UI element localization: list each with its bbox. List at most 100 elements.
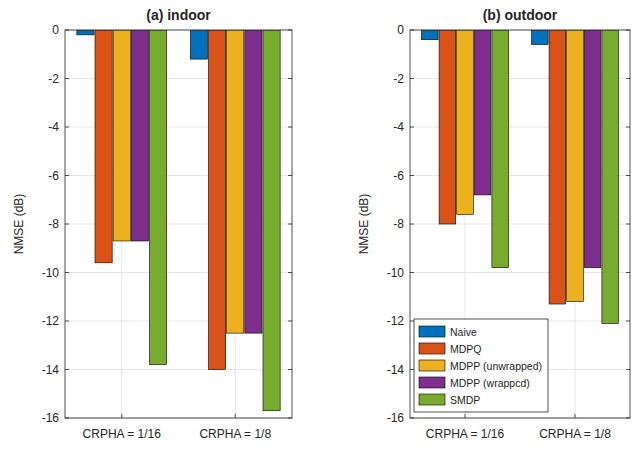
y-tick <box>65 78 69 79</box>
y-tick <box>288 175 292 176</box>
y-tick <box>288 321 292 322</box>
legend-swatch <box>419 394 445 405</box>
legend-label: MDPP (wrappcd) <box>450 377 530 389</box>
y-tick-label: -6 <box>48 169 59 183</box>
y-tick <box>288 418 292 419</box>
y-tick <box>410 321 414 322</box>
bar <box>492 30 509 268</box>
bar <box>227 30 244 333</box>
y-tick <box>65 175 69 176</box>
y-tick-label: -4 <box>48 120 59 134</box>
y-tick <box>288 224 292 225</box>
y-tick <box>626 224 630 225</box>
y-tick <box>288 369 292 370</box>
y-tick <box>288 78 292 79</box>
y-tick-label: -8 <box>393 217 404 231</box>
plot-area <box>410 30 630 418</box>
y-tick <box>626 78 630 79</box>
y-tick-label: -16 <box>387 411 405 425</box>
legend-swatch <box>419 326 445 337</box>
bar <box>457 30 474 214</box>
y-tick-label: -8 <box>48 217 59 231</box>
x-tick-label: CRPHA = 1/16 <box>426 427 505 441</box>
bar <box>439 30 456 224</box>
y-tick-label: -6 <box>393 169 404 183</box>
y-tick <box>288 30 292 31</box>
bars <box>422 30 619 323</box>
bar <box>549 30 566 304</box>
y-tick <box>410 127 414 128</box>
bar <box>209 30 226 370</box>
y-axis-label: NMSE (dB) <box>357 194 371 255</box>
y-tick <box>288 127 292 128</box>
y-tick <box>410 272 414 273</box>
y-tick-label: -10 <box>387 266 405 280</box>
y-tick-label: -12 <box>387 314 405 328</box>
panel: -16 -14 -12 -10 -8 -6 -4 -2 0 CRPHA = 1/16 CRPHA =… <box>357 7 630 441</box>
y-tick-label: -14 <box>387 363 405 377</box>
y-axis-label: NMSE (dB) <box>12 194 26 255</box>
y-tick-label: -10 <box>42 266 60 280</box>
plot-area <box>65 30 292 418</box>
y-tick <box>410 224 414 225</box>
title: (b) outdoor <box>483 7 558 23</box>
bar <box>474 30 491 195</box>
bar <box>149 30 166 365</box>
y-tick <box>65 30 69 31</box>
x-tick <box>121 414 122 418</box>
y-tick <box>288 272 292 273</box>
legend-label: MDPQ <box>450 343 482 355</box>
bar <box>263 30 280 411</box>
x-tick <box>235 414 236 418</box>
y-tick <box>410 175 414 176</box>
y-tick-label: -12 <box>42 314 60 328</box>
y-tick-label: -4 <box>393 120 404 134</box>
legend-swatch <box>419 360 445 371</box>
y-tick-label: -14 <box>42 363 60 377</box>
legend-label: SMDP <box>450 394 480 406</box>
grid-line <box>410 272 630 273</box>
bar <box>567 30 584 302</box>
legend-label: Naive <box>450 326 477 338</box>
y-tick <box>626 369 630 370</box>
bar <box>602 30 619 323</box>
y-tick <box>65 224 69 225</box>
y-tick <box>65 369 69 370</box>
y-tick <box>65 127 69 128</box>
legend-box <box>414 319 548 412</box>
y-tick <box>410 78 414 79</box>
y-tick-label: -2 <box>393 72 404 86</box>
y-tick-label: 0 <box>52 23 59 37</box>
legend-label: MDPP (unwrapped) <box>450 360 542 372</box>
x-tick-label: CRPHA = 1/16 <box>83 427 162 441</box>
y-tick <box>626 418 630 419</box>
bar <box>584 30 601 268</box>
y-tick <box>626 30 630 31</box>
y-tick-label: 0 <box>397 23 404 37</box>
bar <box>190 30 207 59</box>
x-tick <box>465 414 466 418</box>
x-tick-label: CRPHA = 1/8 <box>539 427 611 441</box>
bar <box>77 30 94 35</box>
panel: -16 -14 -12 -10 -8 -6 -4 -2 0 CRPHA = 1/16 CRPHA =… <box>12 7 292 441</box>
bar <box>422 30 439 40</box>
figure: -16 -14 -12 -10 -8 -6 -4 -2 0 CRPHA = 1/16 CRPHA =… <box>0 0 634 456</box>
y-tick <box>626 272 630 273</box>
legend: Naive MDPQ MDPP (unwrapped) MDPP (wrappcd) S… <box>414 319 548 412</box>
y-tick <box>410 30 414 31</box>
bar <box>245 30 262 333</box>
y-tick-label: -2 <box>48 72 59 86</box>
y-tick <box>626 175 630 176</box>
y-tick <box>626 321 630 322</box>
axes-frame <box>65 30 292 418</box>
bar <box>95 30 112 263</box>
title: (a) indoor <box>146 7 211 23</box>
grid-line <box>65 369 292 370</box>
x-tick-label: CRPHA = 1/8 <box>199 427 271 441</box>
bar <box>131 30 148 241</box>
bar <box>532 30 549 45</box>
axes-frame <box>410 30 630 418</box>
legend-swatch <box>419 343 445 354</box>
y-tick-label: -16 <box>42 411 60 425</box>
bars <box>77 30 280 411</box>
